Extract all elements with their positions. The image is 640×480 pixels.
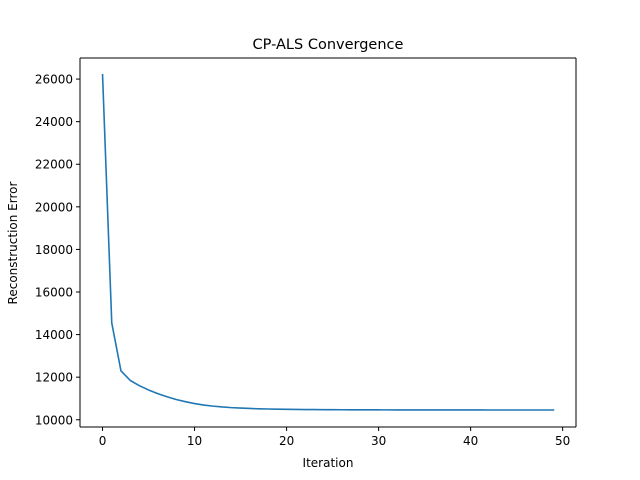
y-tick-label-12000: 12000: [35, 371, 73, 385]
x-axis-label: Iteration: [303, 456, 354, 470]
y-tick-label-20000: 20000: [35, 200, 73, 214]
chart-title: CP-ALS Convergence: [253, 37, 404, 53]
y-tick-label-24000: 24000: [35, 115, 73, 129]
x-tick-label-30: 30: [371, 434, 386, 448]
y-tick-label-16000: 16000: [35, 286, 73, 300]
x-tick-label-10: 10: [187, 434, 202, 448]
series-line-0: [101, 73, 555, 411]
y-tick-label-18000: 18000: [35, 243, 73, 257]
plot-area: 0 10 20 30 40 50 10000 12000 14000 16000 18000 2000…: [35, 57, 577, 448]
x-tick-label-40: 40: [463, 434, 478, 448]
y-tick-label-14000: 14000: [35, 328, 73, 342]
x-tick-label-0: 0: [99, 434, 107, 448]
y-tick-label-22000: 22000: [35, 158, 73, 172]
x-tick-label-20: 20: [279, 434, 294, 448]
y-axis-label: Reconstruction Error: [6, 182, 20, 305]
y-tick-label-10000: 10000: [35, 413, 73, 427]
y-tick-label-26000: 26000: [35, 73, 73, 87]
x-tick-label-50: 50: [555, 434, 570, 448]
